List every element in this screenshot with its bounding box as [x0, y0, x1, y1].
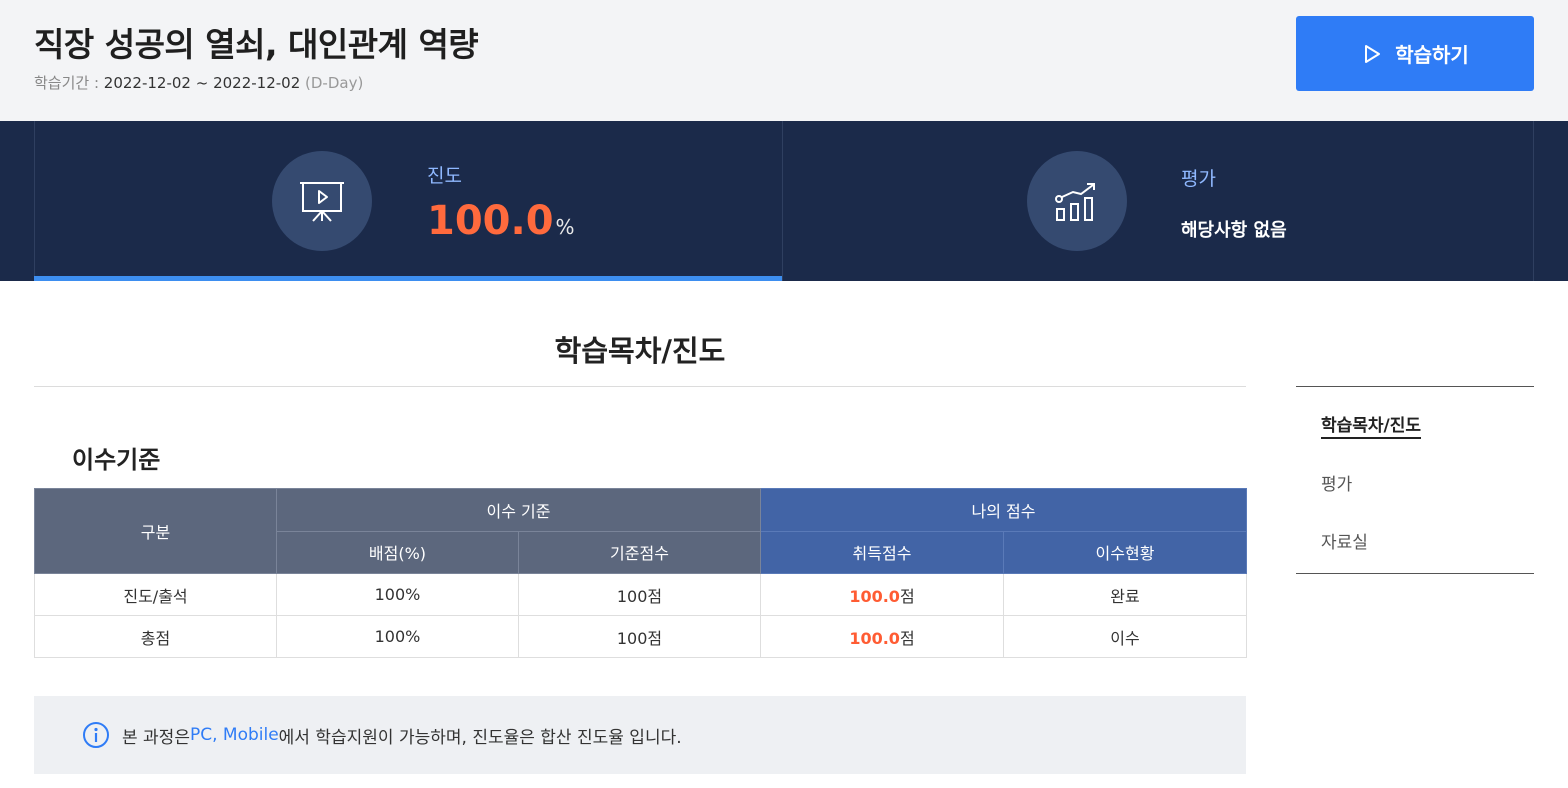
- obtained-score-value: 100.0: [849, 628, 900, 648]
- study-period-value: 2022-12-02 ~ 2022-12-02: [103, 74, 301, 92]
- header-obtained-score: 취득점수: [760, 530, 1004, 574]
- row-status: 완료: [1003, 573, 1247, 616]
- table-row: 총점 100% 100점 100.0점 이수: [34, 615, 1247, 658]
- side-nav: 학습목차/진도 평가 자료실: [1296, 386, 1534, 574]
- obtained-score-unit: 점: [899, 628, 915, 648]
- notice-prefix: 본 과정은: [122, 727, 190, 748]
- header-my-score-group: 나의 점수: [760, 488, 1247, 532]
- course-title: 직장 성공의 열쇠, 대인관계 역량: [34, 25, 479, 64]
- header-base-score: 기준점수: [518, 530, 761, 574]
- header-status: 이수현황: [1003, 530, 1247, 574]
- side-nav-item-resources[interactable]: 자료실: [1321, 533, 1368, 553]
- table-row: 진도/출석 100% 100점 100.0점 완료: [34, 573, 1247, 616]
- side-nav-item-toc[interactable]: 학습목차/진도: [1321, 411, 1422, 439]
- evaluation-status: 해당사항 없음: [1181, 220, 1287, 241]
- presentation-icon: [300, 182, 344, 222]
- row-weight: 100%: [276, 573, 519, 616]
- section-title: 학습목차/진도: [554, 334, 726, 368]
- header-weight: 배점(%): [276, 530, 519, 574]
- evaluation-panel: [783, 121, 1534, 281]
- progress-circle: [272, 151, 372, 251]
- row-obtained-score: 100.0점: [760, 573, 1004, 616]
- notice-suffix: 에서 학습지원이 가능하며, 진도율은 합산 진도율 입니다.: [278, 727, 682, 748]
- study-period-label: 학습기간 :: [34, 74, 104, 92]
- progress-panel: [34, 121, 783, 281]
- progress-number: 100.0: [427, 198, 554, 244]
- section-divider: [34, 386, 1246, 387]
- start-study-button[interactable]: 학습하기: [1296, 16, 1534, 91]
- info-icon: [83, 722, 109, 748]
- header-category: 구분: [34, 488, 277, 574]
- notice-devices: PC, Mobile: [189, 725, 279, 745]
- side-nav-item-evaluation[interactable]: 평가: [1321, 475, 1353, 495]
- evaluation-circle: [1027, 151, 1127, 251]
- start-study-label: 학습하기: [1395, 43, 1469, 67]
- row-weight: 100%: [276, 615, 519, 658]
- header-criteria-group: 이수 기준: [276, 488, 761, 532]
- row-base-score: 100점: [518, 573, 761, 616]
- notice-box: 본 과정은 PC, Mobile 에서 학습지원이 가능하며, 진도율은 합산 …: [34, 696, 1246, 774]
- row-obtained-score: 100.0점: [760, 615, 1004, 658]
- course-header: 직장 성공의 열쇠, 대인관계 역량 학습기간 : 2022-12-02 ~ 2…: [0, 0, 1568, 121]
- study-period: 학습기간 : 2022-12-02 ~ 2022-12-02 (D-Day): [34, 72, 363, 93]
- completion-criteria-table: 구분 이수 기준 나의 점수 배점(%) 기준점수 취득점수 이수현황 진도/출…: [34, 488, 1247, 658]
- progress-unit: %: [555, 215, 575, 239]
- play-icon: [1365, 44, 1381, 63]
- stats-band: [0, 121, 1568, 281]
- dday-badge: (D-Day): [305, 74, 364, 92]
- row-category: 총점: [34, 615, 277, 658]
- row-base-score: 100점: [518, 615, 761, 658]
- evaluation-label: 평가: [1181, 168, 1216, 190]
- progress-value: 100.0%: [427, 198, 575, 244]
- obtained-score-unit: 점: [899, 586, 915, 606]
- row-category: 진도/출석: [34, 573, 277, 616]
- chart-growth-icon: [1055, 183, 1095, 221]
- row-status: 이수: [1003, 615, 1247, 658]
- progress-bar: [34, 276, 782, 281]
- obtained-score-value: 100.0: [849, 586, 900, 606]
- completion-criteria-title: 이수기준: [72, 446, 161, 474]
- progress-label: 진도: [427, 165, 462, 187]
